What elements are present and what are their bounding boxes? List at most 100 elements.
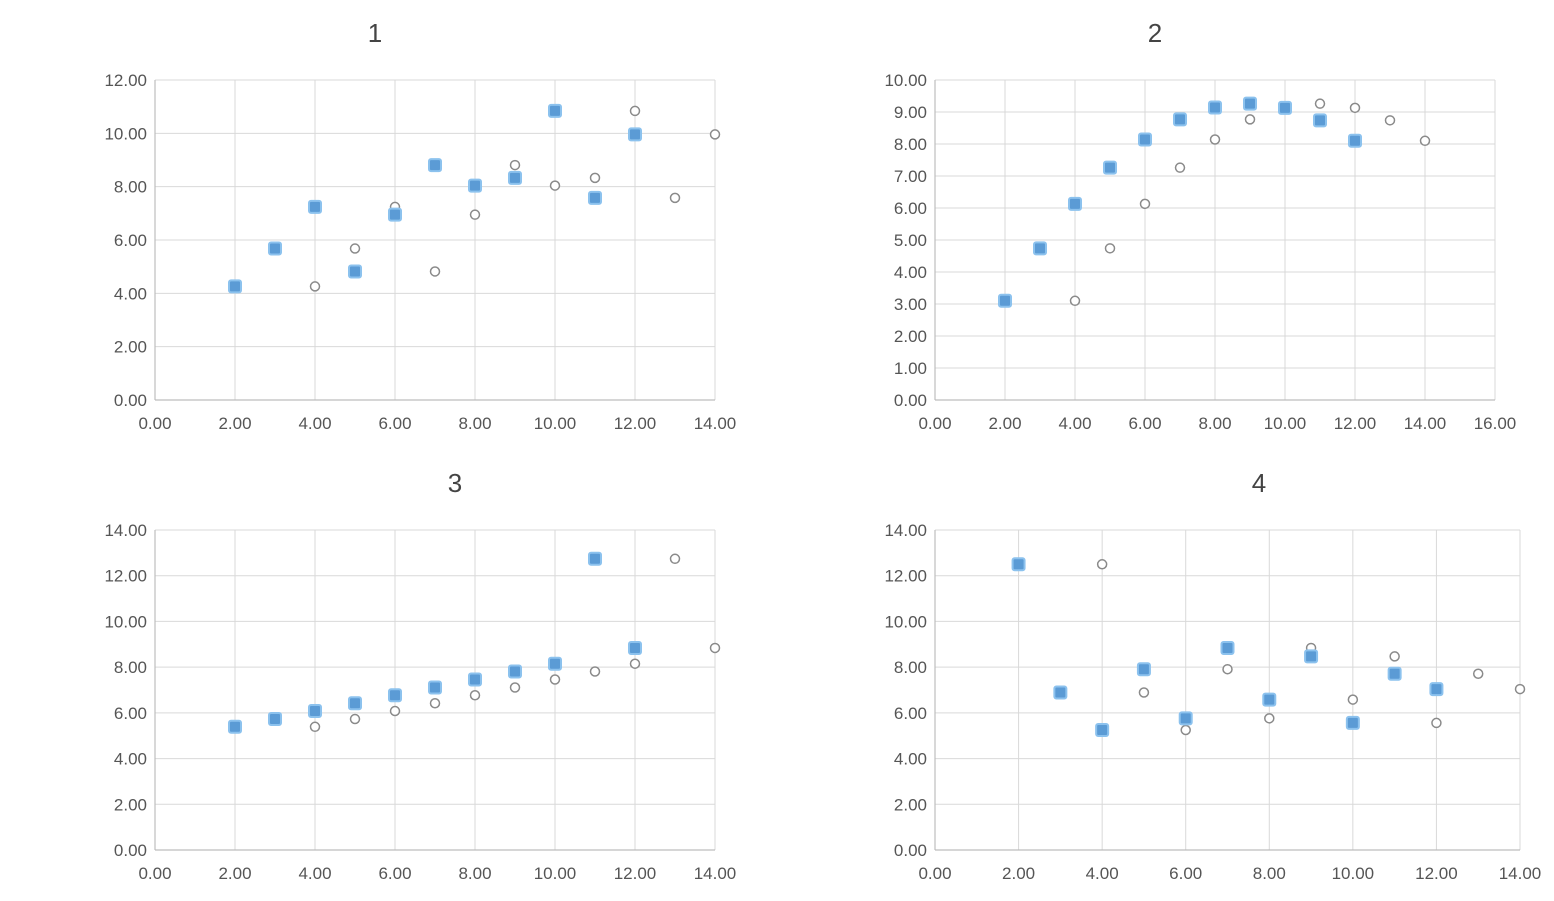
data-point-secondary xyxy=(349,713,361,725)
x-tick-label: 4.00 xyxy=(1058,414,1091,433)
x-tick-label: 8.00 xyxy=(1253,864,1286,883)
x-tick-label: 8.00 xyxy=(458,864,491,883)
data-point-primary xyxy=(998,293,1012,308)
y-tick-label: 4.00 xyxy=(894,263,927,282)
x-tick-label: 16.00 xyxy=(1474,414,1517,433)
panel-title: 2 xyxy=(1148,18,1162,48)
data-point-primary xyxy=(268,712,282,727)
y-tick-label: 8.00 xyxy=(894,135,927,154)
panel-title: 1 xyxy=(368,18,382,48)
x-tick-label: 8.00 xyxy=(458,414,491,433)
data-point-secondary xyxy=(1180,724,1191,736)
y-tick-label: 8.00 xyxy=(114,178,147,197)
data-point-secondary xyxy=(549,180,561,191)
data-point-secondary xyxy=(1069,295,1081,307)
x-tick-label: 12.00 xyxy=(1334,414,1377,433)
x-tick-label: 10.00 xyxy=(1332,864,1375,883)
x-tick-label: 6.00 xyxy=(1169,864,1202,883)
data-point-secondary xyxy=(309,281,321,292)
data-point-secondary xyxy=(1096,559,1108,570)
data-point-primary xyxy=(1262,692,1277,707)
data-point-secondary xyxy=(349,243,361,254)
data-point-primary xyxy=(1313,113,1327,128)
data-point-secondary xyxy=(629,105,641,117)
data-point-secondary xyxy=(1222,663,1233,675)
x-tick-label: 14.00 xyxy=(694,864,737,883)
x-tick-label: 0.00 xyxy=(138,414,171,433)
y-tick-label: 5.00 xyxy=(894,231,927,250)
x-tick-label: 2.00 xyxy=(218,414,251,433)
x-tick-label: 12.00 xyxy=(614,864,657,883)
x-tick-label: 4.00 xyxy=(298,414,331,433)
data-point-primary xyxy=(1220,640,1235,655)
x-tick-label: 6.00 xyxy=(1128,414,1161,433)
data-point-secondary xyxy=(1264,713,1275,724)
y-tick-label: 10.00 xyxy=(884,71,927,90)
data-point-secondary xyxy=(1139,198,1151,210)
data-point-primary xyxy=(228,279,242,294)
x-tick-label: 12.00 xyxy=(614,414,657,433)
data-point-primary xyxy=(1103,160,1117,175)
data-point-primary xyxy=(588,551,602,566)
data-point-primary xyxy=(1345,715,1360,730)
y-tick-label: 6.00 xyxy=(114,704,147,723)
data-point-primary xyxy=(428,680,442,695)
x-tick-label: 6.00 xyxy=(378,864,411,883)
data-point-primary xyxy=(1068,196,1082,211)
data-point-secondary xyxy=(549,674,561,685)
y-tick-label: 14.00 xyxy=(884,521,927,540)
data-point-secondary xyxy=(469,690,481,701)
data-point-secondary xyxy=(1347,694,1359,705)
data-point-primary xyxy=(1033,241,1047,256)
scatter-panel-3: 3 0.00 2.00 4.00 6.00 8.00 10.00 12.00 14.00 0.00… xyxy=(104,468,736,883)
y-tick-label: 14.00 xyxy=(104,521,147,540)
y-tick-label: 12.00 xyxy=(104,71,147,90)
data-point-primary xyxy=(1304,649,1319,664)
data-point-secondary xyxy=(509,159,521,171)
x-tick-label: 4.00 xyxy=(1086,864,1119,883)
x-tick-label: 10.00 xyxy=(1264,414,1307,433)
data-point-secondary xyxy=(1244,114,1256,125)
y-tick-label: 6.00 xyxy=(894,704,927,723)
x-tick-label: 2.00 xyxy=(218,864,251,883)
y-tick-label: 0.00 xyxy=(114,391,147,410)
data-point-primary xyxy=(348,264,362,279)
y-tick-label: 2.00 xyxy=(894,795,927,814)
x-tick-label: 14.00 xyxy=(1499,864,1542,883)
x-tick-label: 0.00 xyxy=(918,864,951,883)
y-tick-label: 8.00 xyxy=(114,658,147,677)
y-tick-label: 12.00 xyxy=(104,567,147,586)
data-point-primary xyxy=(268,241,282,256)
x-tick-label: 4.00 xyxy=(298,864,331,883)
y-tick-label: 6.00 xyxy=(114,231,147,250)
data-point-primary xyxy=(1173,112,1187,127)
data-point-primary xyxy=(1095,723,1110,737)
y-tick-label: 2.00 xyxy=(114,338,147,357)
data-point-secondary xyxy=(429,698,441,709)
data-point-secondary xyxy=(1209,134,1221,145)
y-tick-label: 10.00 xyxy=(104,612,147,631)
data-point-primary xyxy=(1053,685,1068,700)
data-point-primary xyxy=(348,696,362,711)
data-point-secondary xyxy=(1138,687,1150,698)
data-point-primary xyxy=(468,178,482,193)
y-tick-label: 4.00 xyxy=(894,750,927,769)
data-point-primary xyxy=(1429,682,1444,697)
data-point-primary xyxy=(508,664,522,679)
data-point-secondary xyxy=(669,192,681,204)
y-tick-label: 4.00 xyxy=(114,284,147,303)
y-tick-label: 12.00 xyxy=(884,567,927,586)
data-point-secondary xyxy=(709,642,721,654)
x-tick-label: 10.00 xyxy=(534,414,577,433)
data-point-secondary xyxy=(1314,98,1326,109)
data-point-primary xyxy=(1348,133,1362,148)
data-point-secondary xyxy=(1419,135,1431,147)
data-point-secondary xyxy=(1384,115,1396,126)
x-tick-label: 14.00 xyxy=(1404,414,1447,433)
panel-title: 4 xyxy=(1252,468,1266,498)
data-point-primary xyxy=(628,640,642,655)
data-point-primary xyxy=(1208,100,1222,115)
data-point-primary xyxy=(388,688,402,703)
